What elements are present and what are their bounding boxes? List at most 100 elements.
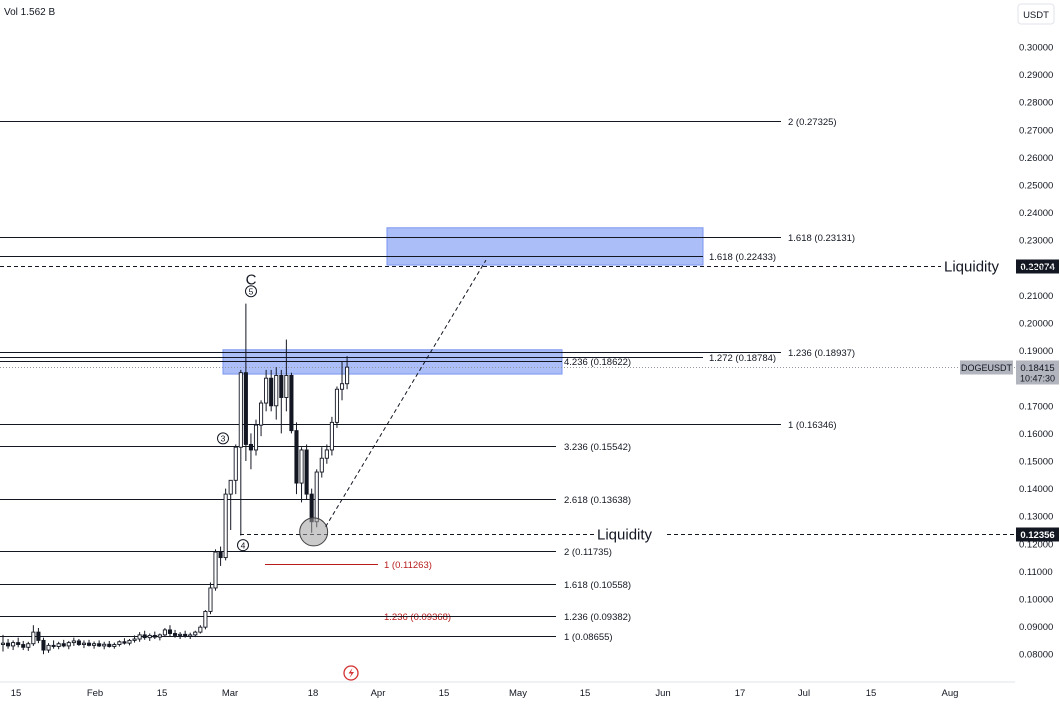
candle-body-6 [31, 631, 36, 645]
fib-label-13: 1.236 (0.09382) [564, 612, 631, 623]
candle-25 [127, 639, 132, 646]
candle-body-41 [208, 587, 213, 612]
fib-label-14: 1 (0.08655) [564, 632, 613, 643]
liquidity-price-tag-1 [1016, 527, 1059, 542]
fib-label-8: 2.618 (0.13638) [564, 495, 631, 506]
candle-body-26 [132, 638, 137, 641]
candle-0 [0, 634, 6, 652]
x-tick-10: 17 [735, 688, 746, 699]
x-tick-2: 15 [157, 688, 168, 699]
candle-body-7 [36, 631, 41, 641]
candle-body-9 [46, 644, 51, 651]
x-tick-7: May [509, 688, 527, 699]
candle-body-31 [157, 634, 162, 638]
candle-46 [233, 444, 238, 495]
fib-label-11: 1.618 (0.10558) [564, 580, 631, 591]
fib-label-7: 3.236 (0.15542) [564, 442, 631, 453]
candle-body-67 [339, 383, 345, 390]
candle-6 [31, 625, 36, 646]
currency-button[interactable]: USDT [1017, 3, 1055, 25]
candle-body-4 [21, 644, 26, 648]
y-tick-7: 0.23000 [1019, 236, 1053, 247]
candle-9 [46, 643, 51, 653]
candle-body-16 [81, 642, 87, 645]
x-tick-4: 18 [308, 688, 319, 699]
wave-label-4-circle [237, 539, 249, 552]
candle-4 [21, 640, 26, 651]
candle-24 [122, 638, 127, 645]
candle-body-55 [279, 374, 284, 398]
candle-body-63 [319, 457, 324, 473]
fib-label-2: 1.618 (0.22433) [709, 252, 776, 263]
candle-body-12 [61, 643, 66, 647]
candle-7 [36, 627, 41, 644]
lightning-icon[interactable] [343, 665, 359, 681]
candle-body-33 [167, 629, 173, 634]
x-tick-3: Mar [222, 688, 238, 699]
y-tick-16: 0.14000 [1019, 484, 1053, 495]
zone-0 [386, 227, 704, 266]
candle-66 [334, 386, 340, 428]
y-tick-14: 0.16000 [1019, 429, 1053, 440]
candle-39 [198, 625, 203, 634]
candle-28 [142, 630, 147, 640]
y-tick-9: 0.21000 [1019, 291, 1053, 302]
candle-11 [56, 641, 61, 650]
currency-label: USDT [1023, 10, 1049, 21]
candle-body-2 [11, 642, 16, 647]
candle-body-35 [178, 633, 183, 636]
liquidity-label-bg-0 [941, 256, 1012, 275]
price-tag-value: 0.18415 [1020, 363, 1054, 374]
candle-body-19 [97, 643, 102, 647]
candle-body-22 [112, 644, 117, 647]
y-tick-3: 0.27000 [1019, 125, 1053, 136]
candle-21 [107, 640, 112, 648]
currency-button-bg[interactable] [1017, 3, 1055, 25]
x-tick-12: 15 [866, 688, 877, 699]
candle-body-40 [203, 610, 208, 628]
candle-58 [294, 422, 299, 495]
wave-label-5-circle [245, 285, 257, 298]
candle-48 [243, 303, 248, 461]
candle-35 [178, 632, 183, 640]
candle-15 [76, 639, 81, 646]
volume-label: Vol 1.562 B [4, 7, 55, 18]
candle-body-23 [117, 641, 122, 645]
fib-label-10: 1 (0.11263) [384, 560, 432, 571]
candle-body-51 [259, 402, 264, 426]
candle-17 [86, 639, 92, 647]
candle-body-42 [213, 551, 218, 589]
candle-body-39 [198, 626, 203, 633]
candles-layer [0, 303, 350, 655]
candle-body-36 [183, 633, 188, 637]
candle-body-20 [102, 643, 107, 647]
zones-layer [222, 227, 704, 375]
x-tick-5: Apr [371, 688, 386, 699]
y-tick-10: 0.20000 [1019, 319, 1053, 330]
symbol-tag-bg [960, 360, 1013, 375]
candle-body-44 [223, 493, 228, 559]
candle-body-30 [152, 634, 157, 638]
x-tick-1: Feb [87, 688, 103, 699]
candle-body-11 [56, 643, 61, 647]
lightning-icon-bolt [348, 668, 354, 678]
candle-56 [284, 339, 289, 412]
candle-body-56 [284, 374, 289, 398]
candle-body-27 [137, 634, 142, 640]
fib-label-1: 1.618 (0.23131) [788, 233, 855, 244]
wave-label-4: 4 [237, 539, 249, 552]
candle-12 [61, 639, 66, 648]
y-tick-15: 0.15000 [1019, 457, 1053, 468]
candle-body-15 [76, 640, 81, 645]
wave-label-c: C [246, 271, 257, 288]
candle-29 [147, 633, 152, 641]
liquidity-label-1: Liquidity [597, 527, 653, 544]
candle-52 [264, 369, 269, 412]
candle-23 [117, 640, 122, 647]
candle-body-29 [147, 634, 152, 639]
candle-body-54 [274, 374, 279, 407]
